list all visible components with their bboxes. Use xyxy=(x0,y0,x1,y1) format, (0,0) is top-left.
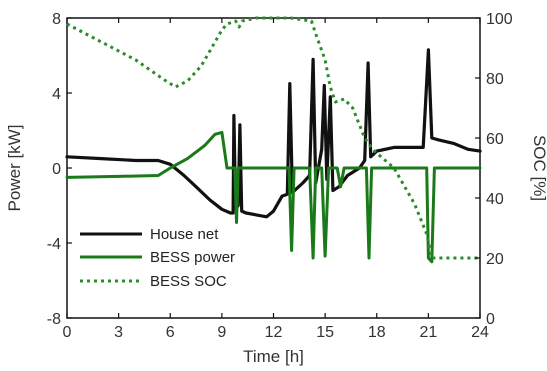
x-tick-label: 24 xyxy=(471,324,489,341)
x-tick-label: 9 xyxy=(217,324,226,341)
x-tick-label: 3 xyxy=(114,324,123,341)
y-right-tick-label: 20 xyxy=(486,251,504,268)
y-left-tick-label: 0 xyxy=(52,161,61,178)
x-tick-label: 21 xyxy=(419,324,437,341)
series-layer xyxy=(65,16,482,264)
y-left-tick-label: 4 xyxy=(52,86,61,103)
y-right-tick-label: 60 xyxy=(486,131,504,148)
x-tick-label: 0 xyxy=(63,324,72,341)
x-tick-label: 6 xyxy=(166,324,175,341)
y-right-tick-label: 80 xyxy=(486,71,504,88)
series-house-net-line xyxy=(65,48,482,219)
series-bess-soc-line xyxy=(66,16,480,260)
x-tick-label: 15 xyxy=(316,324,334,341)
legend-label-house-net: House net xyxy=(150,226,219,243)
y-right-tick-label: 40 xyxy=(486,191,504,208)
legend: House net BESS power BESS SOC xyxy=(80,226,235,290)
y-right-tick-label: 0 xyxy=(486,311,495,328)
y-right-tick-label: 100 xyxy=(486,11,513,28)
x-axis-label: Time [h] xyxy=(243,347,304,366)
y-axis-right-label: SOC [%] xyxy=(530,135,547,201)
x-tick-label: 12 xyxy=(265,324,283,341)
y-left-tick-label: -8 xyxy=(47,311,61,328)
y-axis-left-label: Power [kW] xyxy=(5,125,24,212)
legend-label-bess-soc: BESS SOC xyxy=(150,273,227,290)
x-tick-label: 18 xyxy=(368,324,386,341)
y-left-tick-label: 8 xyxy=(52,11,61,28)
legend-label-bess-power: BESS power xyxy=(150,249,235,266)
y-left-tick-label: -4 xyxy=(47,236,61,253)
series-bess-power-line xyxy=(65,130,482,264)
